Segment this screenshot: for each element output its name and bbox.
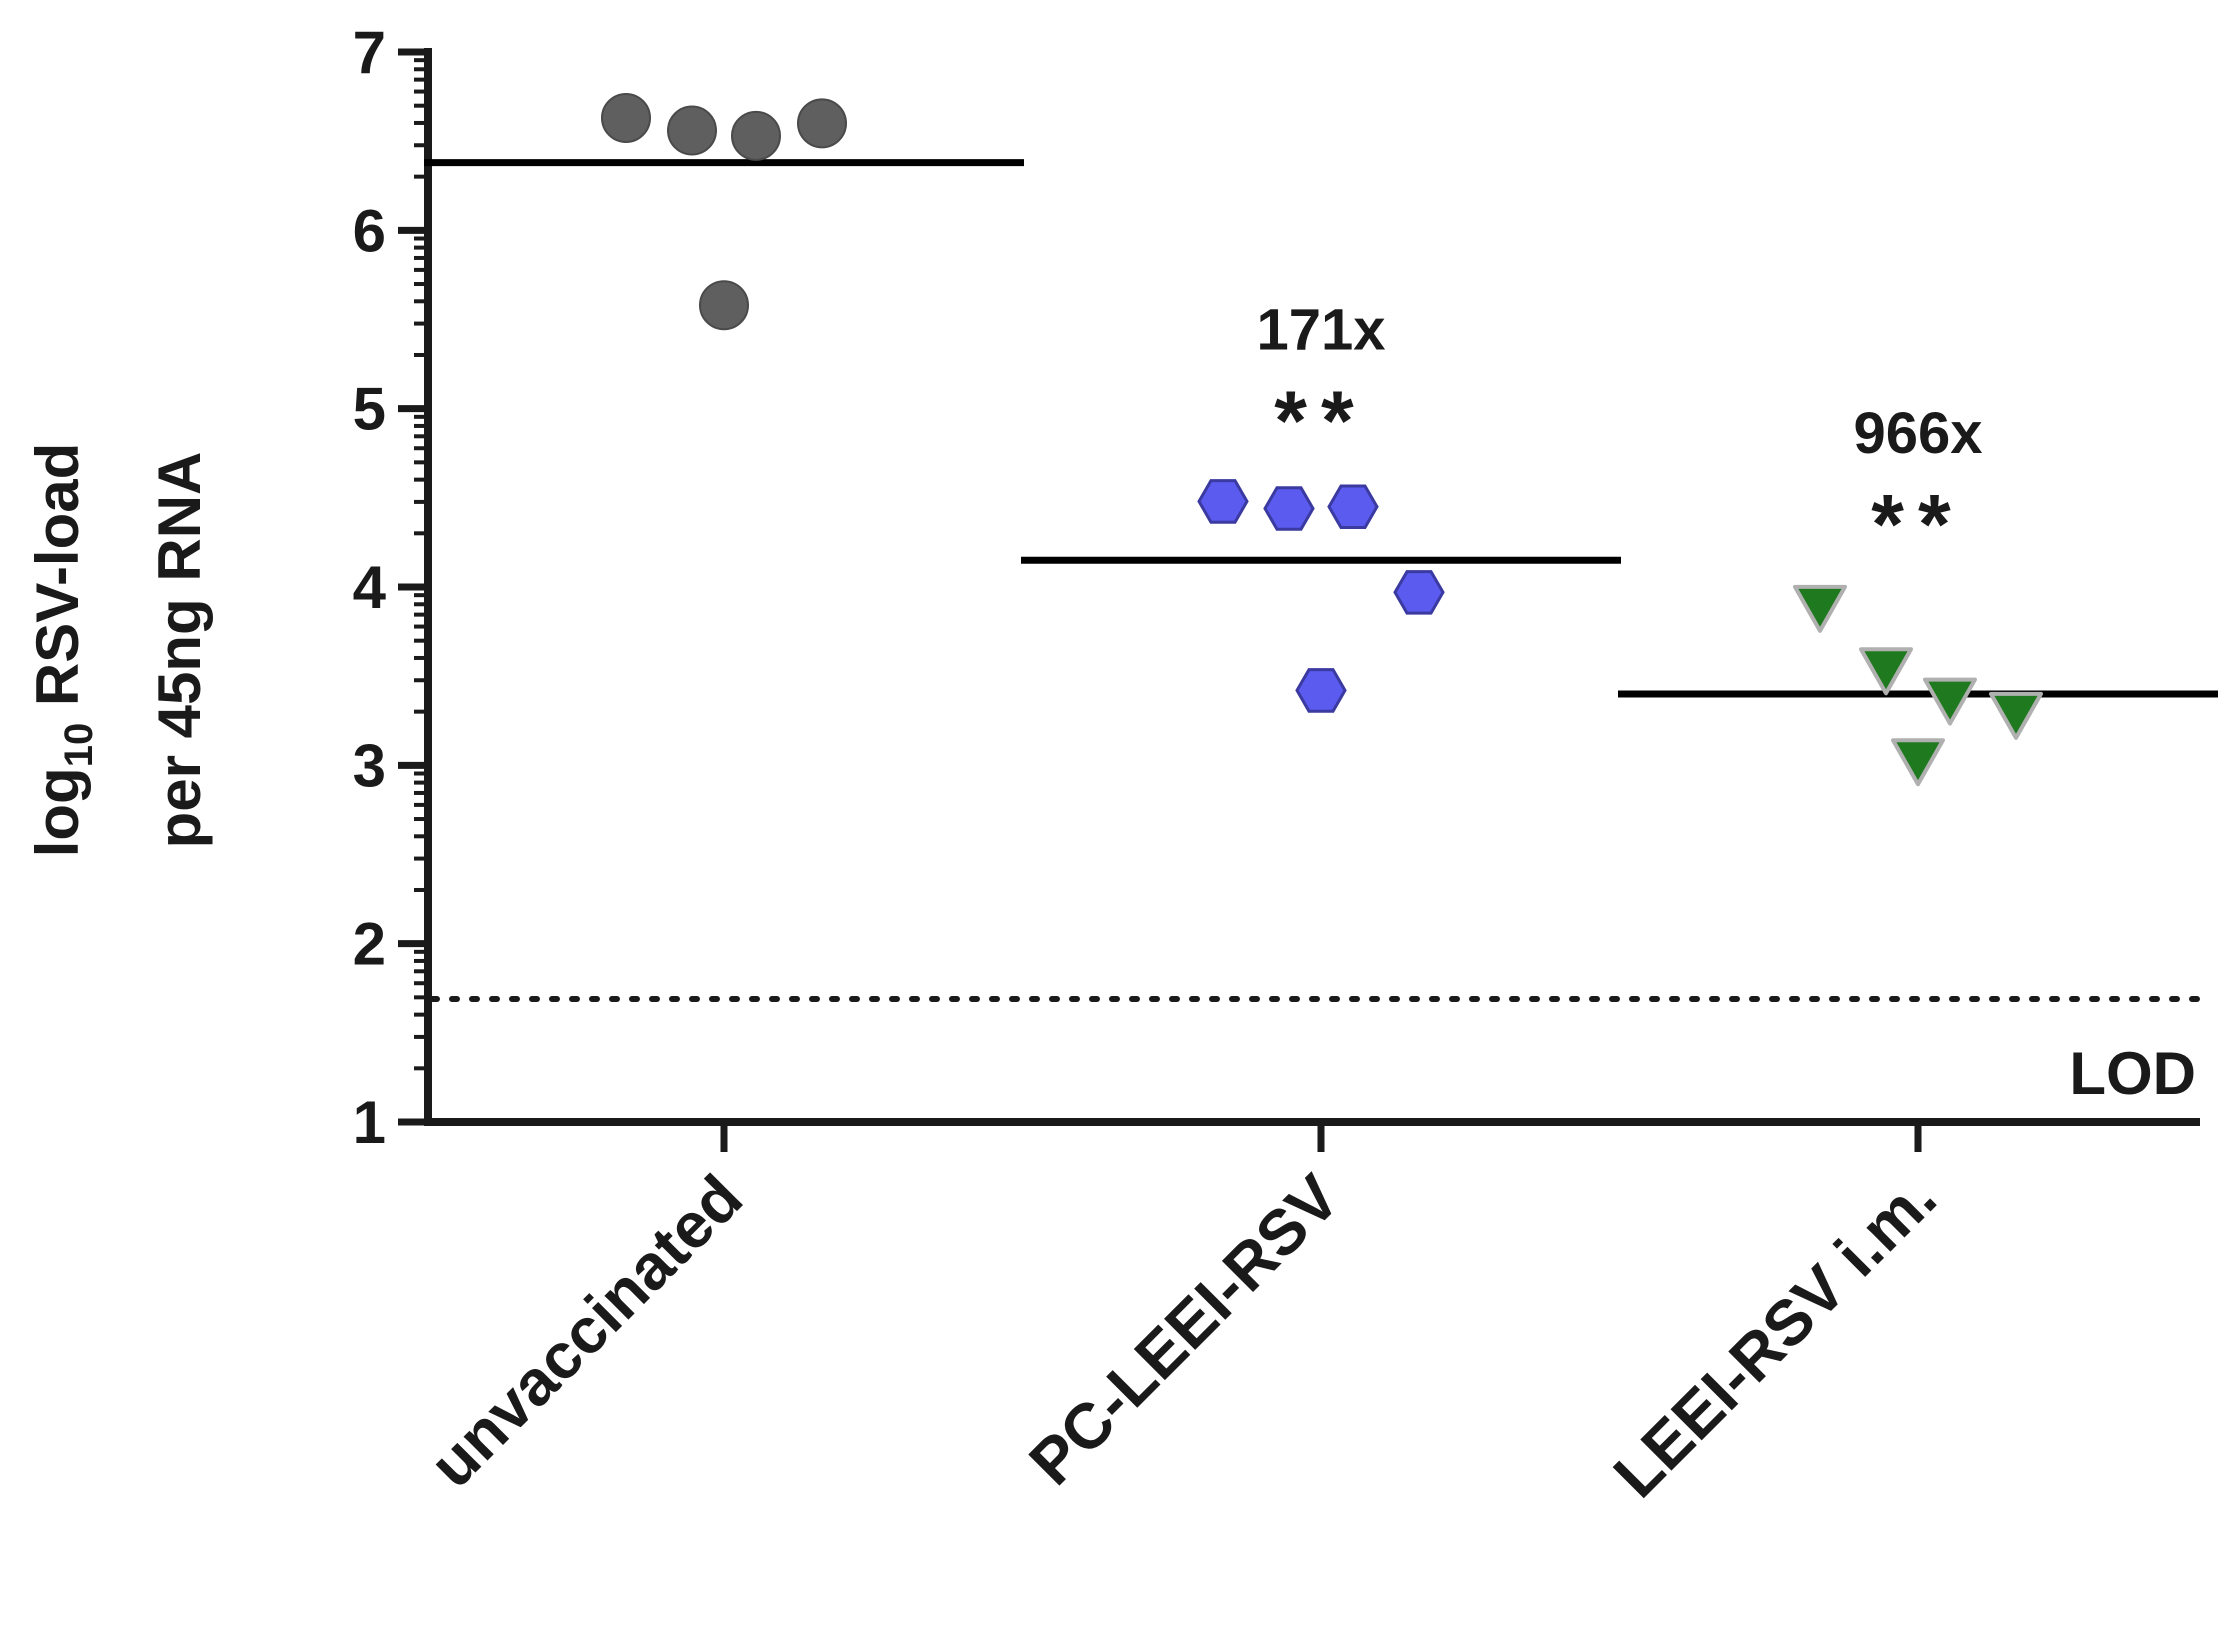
significance-label: ** xyxy=(1274,373,1367,467)
data-point xyxy=(1393,570,1445,615)
data-point xyxy=(667,105,717,156)
y-axis-title-rest: RSV-load xyxy=(24,443,91,723)
data-point xyxy=(1793,584,1847,633)
x-tick-label: unvaccinated xyxy=(416,1161,756,1501)
lod-label: LOD xyxy=(2069,1040,2196,1107)
y-tick-label: 4 xyxy=(353,554,387,621)
lod-group: LOD xyxy=(429,995,2203,1107)
y-tick-label: 5 xyxy=(353,376,386,443)
y-axis-title: log10 RSV-load per 45ng RNA xyxy=(24,443,213,858)
data-point xyxy=(731,110,781,161)
series-2 xyxy=(1618,584,2218,787)
fold-change-label: 966x xyxy=(1853,401,1982,466)
y-axis-title-line1: log10 RSV-load xyxy=(24,443,101,858)
data-point xyxy=(1923,677,1977,726)
y-axis-title-subscript: 10 xyxy=(57,723,101,768)
y-axis-title-log: log xyxy=(24,767,91,857)
y-axis-title-line2: per 45ng RNA xyxy=(146,452,213,849)
y-tick-label: 1 xyxy=(353,1089,386,1156)
data-point xyxy=(1197,479,1249,524)
y-tick-label: 6 xyxy=(353,197,386,264)
data-point xyxy=(797,98,847,149)
series-0 xyxy=(424,92,1024,331)
x-tick-label: PC-LEEI-RSV xyxy=(1015,1161,1353,1499)
x-tick-label: LEEI-RSV i.m. xyxy=(1600,1161,1950,1511)
axes xyxy=(424,48,2200,1126)
data-point xyxy=(601,92,651,143)
data-point xyxy=(1859,647,1913,696)
annotations: 171x ** 966x ** xyxy=(1256,297,1982,570)
data-point xyxy=(1989,691,2043,740)
y-tick-label: 2 xyxy=(353,911,386,978)
data-point xyxy=(699,280,749,331)
series-1 xyxy=(1021,479,1621,713)
y-tick-label: 7 xyxy=(353,19,386,86)
y-tick-label: 3 xyxy=(353,732,386,799)
data-point xyxy=(1263,486,1315,531)
data-point xyxy=(1891,738,1945,787)
data-series xyxy=(424,92,2218,787)
data-point xyxy=(1327,484,1379,529)
fold-change-label: 171x xyxy=(1256,297,1385,362)
data-point xyxy=(1295,668,1347,713)
x-ticks: unvaccinated PC-LEEI-RSV LEEI-RSV i.m. xyxy=(416,1122,1950,1511)
y-ticks: 1 2 3 4 5 6 7 xyxy=(353,19,428,1156)
significance-label: ** xyxy=(1871,477,1964,571)
